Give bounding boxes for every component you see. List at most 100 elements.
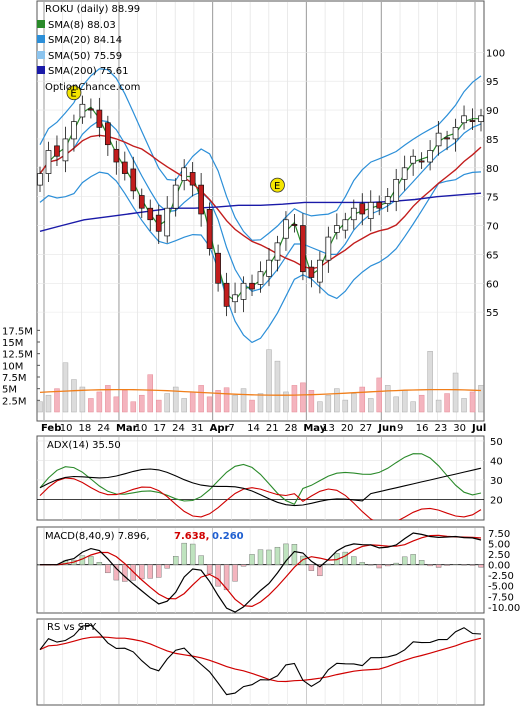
macd-histogram-bar [156, 564, 162, 578]
macd-histogram-bar [385, 564, 391, 567]
legend-swatch-sma50 [37, 51, 45, 59]
adx-tick-label: 40 [490, 456, 503, 467]
volume-bar [427, 351, 433, 413]
volume-bar [334, 388, 340, 413]
volume-bar [435, 399, 442, 413]
macd-panel [36, 526, 485, 614]
candle-body [155, 214, 162, 232]
volume-tick-label: 17.5M [2, 326, 33, 337]
macd-histogram-bar [96, 562, 103, 565]
earnings-marker-label: E [70, 89, 76, 100]
macd-tick-label: 5.00 [488, 540, 510, 551]
volume-bar [54, 388, 60, 413]
volume-bar [122, 390, 128, 413]
macd-signal-line [40, 534, 482, 608]
candle-body [452, 127, 459, 140]
candle-body [215, 252, 221, 284]
macd-histogram-bar [223, 564, 230, 591]
volume-bar [266, 349, 272, 413]
candle-body [300, 225, 306, 273]
rs-line [39, 624, 482, 696]
volume-bar [232, 394, 238, 413]
adx-lines [37, 440, 484, 520]
volume-bar [105, 385, 111, 413]
candle-body [342, 219, 349, 231]
volume-bar [37, 401, 43, 413]
x-tick-label: Feb [41, 423, 61, 434]
adx-tick-label: 50 [490, 437, 503, 448]
candle-body [189, 172, 196, 186]
candle-body [367, 202, 374, 219]
macd-tick-label: 7.50 [488, 529, 510, 540]
adx-tick-label: 30 [490, 476, 503, 487]
price-tick-label: 55 [486, 308, 499, 319]
candle-body [461, 115, 467, 124]
x-tick-label: 27 [360, 423, 373, 434]
macd-signal-value: 7.638, [174, 531, 209, 542]
earnings-marker [66, 85, 82, 101]
price-tick-label: 65 [486, 250, 499, 261]
candle-body [121, 161, 128, 174]
x-tick-label: 16 [416, 423, 429, 434]
x-tick-label: 23 [435, 423, 448, 434]
macd-histogram-bar [410, 554, 416, 565]
macd-histogram-bar [393, 562, 399, 565]
macd-histogram-bar [368, 564, 374, 566]
macd-tick-label: -7.50 [488, 592, 514, 603]
volume-bar [257, 393, 264, 413]
volume-bar [164, 393, 170, 413]
volume-bar [308, 390, 315, 413]
watermark: OptionChance.com [45, 82, 140, 93]
volume-bar [410, 401, 416, 413]
volume-bar [384, 385, 391, 413]
adx-tick-label: 20 [490, 495, 503, 506]
x-tick-label: Jul [471, 423, 486, 434]
volume-bar [71, 379, 77, 413]
candle-body [393, 178, 400, 202]
volume-bar [240, 388, 247, 413]
candle-body [384, 196, 391, 204]
x-tick-label: Apr [210, 423, 230, 434]
macd-histogram-bar [189, 543, 196, 565]
candle-body [325, 236, 332, 261]
x-tick-label: 10 [135, 423, 148, 434]
bollinger-lower-line [39, 171, 482, 344]
macd-tick-label: -2.50 [488, 571, 514, 582]
x-tick-label: 20 [341, 423, 354, 434]
volume-bar [300, 382, 306, 413]
macd-tick-label: 2.50 [488, 550, 510, 561]
candle-body [401, 167, 408, 180]
rs-lines [39, 624, 482, 696]
macd-histogram-bar [452, 564, 459, 565]
macd-histogram-bar [283, 543, 289, 565]
volume-bar [401, 390, 408, 413]
volume-tick-label: 2.5M [2, 396, 27, 407]
x-tick-label: 28 [285, 423, 298, 434]
volume-bar [249, 399, 255, 413]
macd-histogram-bar [351, 556, 357, 565]
candle-body [54, 145, 60, 157]
macd-histogram-bar [88, 556, 94, 565]
volume-bar [130, 401, 137, 413]
candle-body [71, 121, 77, 140]
macd-histogram-bar [206, 564, 213, 574]
volume-tick-label: 10M [2, 361, 23, 372]
volume-bar [189, 391, 196, 413]
candle-body [410, 155, 417, 164]
macd-tick-label: -10.00 [488, 603, 520, 614]
macd-hist-value: 0.260 [212, 531, 244, 542]
volume-bar [181, 398, 187, 413]
x-tick-label: Jun [377, 423, 396, 434]
candle-body [79, 103, 86, 118]
price-tick-label: 80 [486, 164, 499, 175]
macd-histogram-bar [308, 564, 315, 571]
candle-body [113, 148, 120, 163]
candle-body [418, 160, 425, 163]
macd-histogram-bar [232, 564, 238, 582]
macd-histogram-bar [181, 542, 187, 565]
x-tick-label: 24 [97, 423, 110, 434]
volume-bar [172, 386, 179, 413]
volume-tick-label: 12.5M [2, 350, 33, 361]
x-tick-label: 30 [453, 423, 466, 434]
macd-histogram-bar [461, 564, 467, 566]
